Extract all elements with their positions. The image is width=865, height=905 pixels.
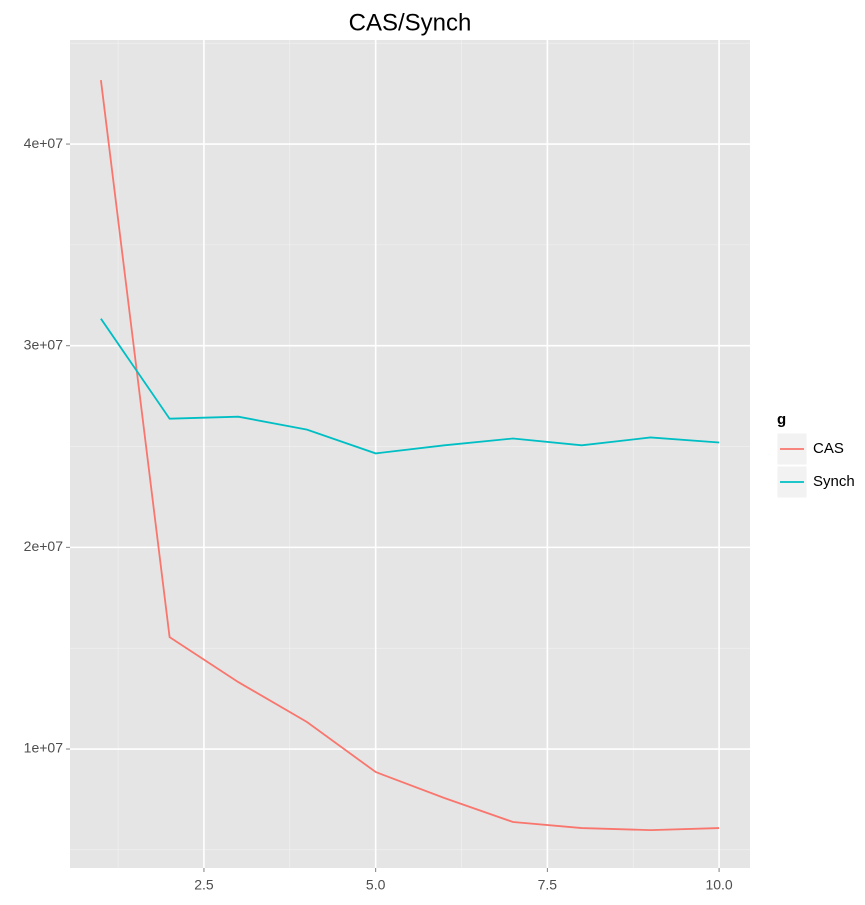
line-series (100, 80, 720, 831)
chart-title: CAS/Synch (349, 9, 472, 36)
legend-label: Synch (813, 473, 855, 490)
x-tick-label: 7.5 (538, 877, 558, 893)
legend-title: g (777, 411, 786, 428)
y-tick-label: 1e+07 (24, 740, 64, 756)
y-tick-label: 2e+07 (24, 538, 64, 554)
y-tick-label: 3e+07 (24, 336, 64, 352)
y-tick-label: 4e+07 (24, 135, 64, 151)
x-tick-label: 10.0 (705, 877, 732, 893)
line-series (100, 318, 720, 455)
legend-label: CAS (813, 440, 844, 457)
x-tick-label: 5.0 (366, 877, 386, 893)
x-tick-label: 2.5 (194, 877, 214, 893)
panel (70, 40, 750, 868)
